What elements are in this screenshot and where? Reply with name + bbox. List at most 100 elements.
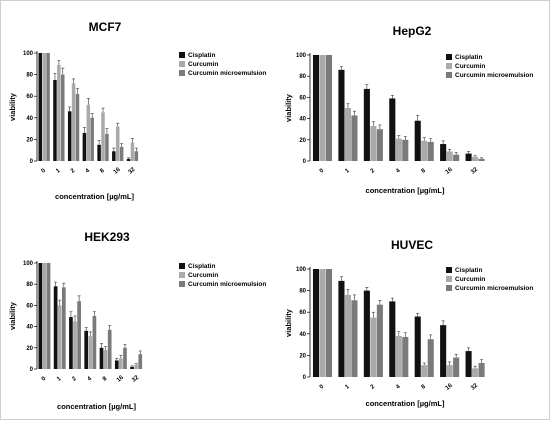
x-tick-label: 2 [370,383,377,390]
bar-curcumin [370,317,377,377]
legend-entry: Curcumin microemulsion [455,72,533,79]
bar-curcumin [57,305,62,369]
y-axis-label: viability [284,93,293,122]
bar-curcumin [344,108,351,161]
chart-panel-hek293: HEK293 0 20 40 60 80 100 viability 0 1 2 4 8 16 32 conc… [8,230,266,411]
bar-cisplatin [389,301,396,377]
y-tick-label: 40 [299,117,306,123]
bar-curcumin [472,368,479,377]
legend-swatch [446,72,452,78]
bar-cisplatin [126,158,131,161]
legend-entry: Curcumin [188,272,218,279]
bar-curcumin-microemulsion [107,329,112,369]
y-tick-label: 20 [299,353,306,359]
y-tick-label: 60 [299,95,306,101]
bar-cisplatin [114,360,119,369]
x-axis-label: concentration [µg/mL] [366,399,445,408]
bar-curcumin-microemulsion [351,115,358,161]
x-tick-label: 1 [344,383,351,390]
y-tick-label: 100 [23,51,34,57]
y-tick-label: 40 [26,325,33,331]
bar-curcumin-microemulsion [105,134,109,161]
y-axis-label: viability [8,301,17,330]
bar-curcumin [472,156,479,161]
bar-curcumin [57,64,61,161]
bar-curcumin [101,112,105,161]
bar-curcumin-microemulsion [61,74,65,161]
x-tick-label: 4 [87,375,94,382]
bar-cisplatin [53,80,57,161]
legend-entry: Curcumin [188,61,218,68]
bar-cisplatin [363,88,370,161]
bar-curcumin-microemulsion [90,117,94,161]
bar-cisplatin [414,316,421,377]
bar-curcumin [42,53,46,161]
bar-curcumin-microemulsion [325,269,333,377]
legend-swatch [179,52,185,58]
chart-title: HepG2 [393,24,432,38]
x-tick-label: 1 [344,167,351,174]
legend-entry: Curcumin microemulsion [188,281,266,288]
bar-curcumin-microemulsion [478,362,485,377]
legend-swatch [446,285,452,291]
bar-curcumin [421,365,428,377]
legend-entry: Cisplatin [455,267,482,274]
y-tick-label: 40 [299,332,306,338]
x-axis-label: concentration [µg/mL] [55,192,134,201]
y-tick-label: 20 [26,346,33,352]
x-tick-label: 16 [445,166,454,175]
bar-curcumin [115,126,120,161]
x-tick-label: 8 [102,375,109,382]
bar-curcumin [71,83,76,161]
bar-curcumin [395,138,402,161]
legend-entry: Cisplatin [455,54,482,61]
x-tick-label: 0 [319,167,326,174]
y-tick-label: 80 [26,73,33,79]
legend-swatch [446,276,452,282]
bar-cisplatin [84,330,89,369]
bar-curcumin-microemulsion [376,129,383,161]
x-tick-label: 2 [71,375,78,382]
bar-cisplatin [465,351,472,377]
legend-swatch [179,70,185,76]
x-tick-label: 4 [395,167,402,174]
x-tick-label: 32 [470,166,479,175]
y-tick-label: 0 [30,367,34,373]
x-tick-label: 1 [56,375,63,382]
bar-cisplatin [82,132,87,161]
x-tick-label: 0 [41,375,48,382]
x-tick-label: 16 [445,382,454,391]
bar-cisplatin [414,120,421,161]
bar-curcumin-microemulsion [77,301,81,369]
y-tick-label: 0 [303,375,307,381]
bar-curcumin [446,365,453,377]
legend-entry: Curcumin [455,63,485,70]
y-tick-label: 0 [303,159,307,165]
bar-curcumin [103,349,108,369]
bar-curcumin [88,336,93,369]
bar-curcumin-microemulsion [427,339,434,377]
chart-panel-huvec: HUVEC 0 20 40 60 80 100 viability 0 1 2 4 8 16 32 conce… [284,238,533,408]
x-tick-label: 32 [470,382,479,391]
bar-curcumin [134,364,139,369]
bar-curcumin-microemulsion [46,53,50,161]
bar-curcumin [395,335,402,377]
bar-curcumin-microemulsion [376,304,383,377]
legend-entry: Curcumin microemulsion [455,285,533,292]
bar-cisplatin [389,98,396,161]
y-tick-label: 80 [299,289,306,295]
y-axis-label: viability [8,92,17,121]
legend-swatch [446,267,452,273]
y-tick-label: 40 [26,116,33,122]
legend-entry: Curcumin [455,276,485,283]
bar-cisplatin [312,55,320,161]
chart-title: HEK293 [84,230,130,244]
x-tick-label: 1 [55,167,62,174]
bar-cisplatin [53,286,58,369]
bar-curcumin-microemulsion [134,151,139,161]
bar-curcumin-microemulsion [75,94,80,161]
bar-cisplatin [312,269,320,377]
bar-curcumin-microemulsion [402,337,409,377]
